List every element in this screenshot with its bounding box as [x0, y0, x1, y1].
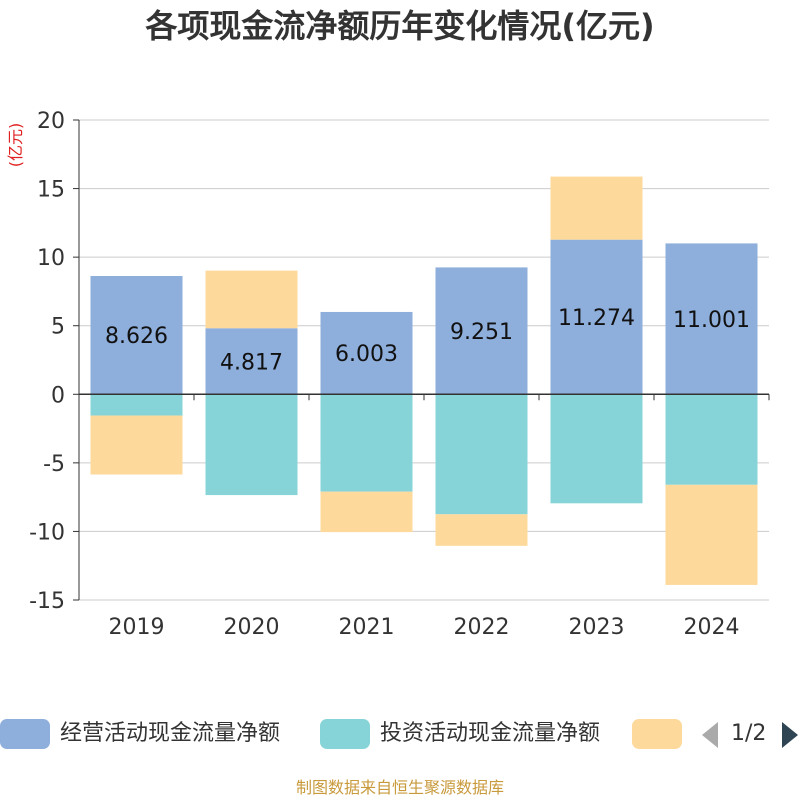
legend-swatch-investing [320, 719, 370, 749]
x-tick-label: 2019 [109, 615, 165, 640]
bar-investing-2023[interactable] [550, 394, 643, 504]
bar-operating-2022[interactable] [435, 267, 528, 395]
x-tick-label: 2020 [224, 615, 280, 640]
y-axis-unit-label: (亿元) [6, 123, 25, 168]
y-tick-label: 15 [37, 178, 65, 203]
bar-investing-2019[interactable] [90, 394, 183, 416]
bar-operating-2019[interactable] [90, 275, 183, 395]
bar-data-label: 6.003 [335, 342, 398, 367]
legend-pager: 1/2 [700, 716, 800, 752]
bar-financing-2022[interactable] [435, 514, 528, 546]
bar-operating-2024[interactable] [665, 243, 758, 395]
x-tick-label: 2021 [339, 615, 395, 640]
chart-title: 各项现金流净额历年变化情况(亿元) [145, 7, 655, 45]
legend-swatch-operating [0, 719, 50, 749]
y-tick-label: -5 [43, 452, 65, 477]
legend: 经营活动现金流量净额 投资活动现金流量净额 [0, 716, 800, 756]
bar-investing-2022[interactable] [435, 394, 528, 515]
legend-label-operating: 经营活动现金流量净额 [60, 721, 281, 746]
source-footer: 制图数据来自恒生聚源数据库 [295, 778, 504, 797]
y-tick-label: 5 [51, 315, 65, 340]
bar-financing-2024[interactable] [665, 484, 758, 585]
y-tick-label: -10 [29, 520, 65, 545]
bar-operating-2021[interactable] [320, 311, 413, 395]
bar-data-label: 8.626 [105, 324, 168, 349]
bar-investing-2024[interactable] [665, 394, 758, 485]
x-tick-label: 2022 [454, 615, 510, 640]
x-tick-label: 2024 [684, 615, 740, 640]
y-tick-label: 0 [51, 383, 65, 408]
x-tick-label: 2023 [569, 615, 625, 640]
bar-financing-2020[interactable] [205, 270, 298, 329]
bar-operating-2020[interactable] [205, 328, 298, 395]
legend-swatch-financing [632, 719, 682, 749]
bar-financing-2023[interactable] [550, 176, 643, 240]
bar-investing-2020[interactable] [205, 394, 298, 496]
pager-next-arrow-icon[interactable] [782, 722, 798, 748]
y-tick-label: 20 [37, 109, 65, 134]
y-tick-label: -15 [29, 589, 65, 614]
bar-data-label: 4.817 [220, 350, 283, 375]
bar-data-label: 11.001 [673, 308, 750, 333]
pager-page-indicator: 1/2 [731, 721, 767, 746]
pager-prev-arrow-icon[interactable] [702, 722, 718, 748]
legend-label-investing: 投资活动现金流量净额 [380, 721, 601, 746]
bar-financing-2019[interactable] [90, 415, 183, 475]
bar-data-label: 9.251 [450, 320, 513, 345]
bar-investing-2021[interactable] [320, 394, 413, 492]
y-tick-label: 10 [37, 246, 65, 271]
bar-operating-2023[interactable] [550, 239, 643, 395]
bar-financing-2021[interactable] [320, 491, 413, 533]
bar-data-label: 11.274 [558, 306, 635, 331]
